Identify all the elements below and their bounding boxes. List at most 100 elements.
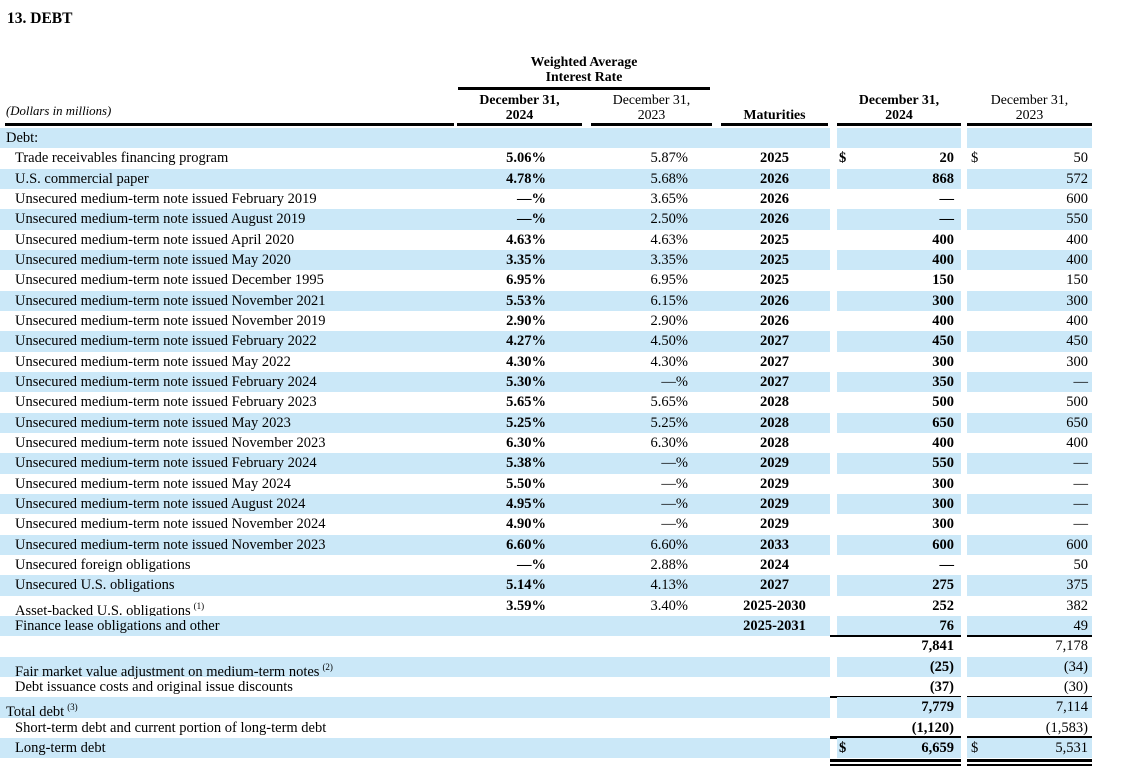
subtotal-rule-2023 bbox=[967, 736, 1092, 739]
amount-2023-cell: 382 bbox=[1066, 597, 1088, 614]
header-underline-rate-2023 bbox=[591, 123, 712, 126]
row-label-text: Long-term debt bbox=[15, 739, 106, 756]
amount-2024-cell: 76 bbox=[939, 617, 955, 634]
maturities-cell: 2027 bbox=[760, 353, 789, 370]
maturities-cell: 2026 bbox=[760, 312, 789, 329]
rate-2023-cell: 3.65% bbox=[650, 190, 688, 207]
rate-2023-cell: —% bbox=[661, 495, 688, 512]
rate-2023-cell: 5.25% bbox=[650, 414, 688, 431]
amount-2023-cell: 150 bbox=[1066, 272, 1088, 289]
table-row: Finance lease obligations and other 2025-… bbox=[0, 615, 1122, 638]
header-underline-rate-2024 bbox=[457, 123, 582, 126]
row-shade-band bbox=[837, 575, 961, 596]
row-label: Unsecured medium-term note issued Decemb… bbox=[0, 270, 324, 290]
amount-2023-cell: 49 bbox=[1073, 617, 1089, 634]
row-shade-band bbox=[967, 290, 1092, 311]
row-label: Debt issuance costs and original issue d… bbox=[0, 677, 293, 697]
maturities-cell: 2027 bbox=[760, 333, 789, 350]
rate-2024-cell: 2.90% bbox=[506, 312, 546, 329]
currency-symbol-2023: $ bbox=[971, 739, 979, 756]
row-shade-band bbox=[0, 575, 830, 596]
rate-2023-cell: 6.60% bbox=[650, 536, 688, 553]
row-label: Debt: bbox=[0, 128, 38, 148]
amount-2024-cell: 252 bbox=[932, 597, 954, 614]
amount-2023-cell: 7,178 bbox=[1055, 638, 1088, 655]
table-row: Unsecured medium-term note issued Novemb… bbox=[0, 534, 1122, 555]
row-label: Asset-backed U.S. obligations (1) bbox=[0, 596, 204, 619]
amount-2023-cell: 400 bbox=[1066, 312, 1088, 329]
row-shade-band bbox=[967, 737, 1092, 759]
row-shade-band bbox=[967, 412, 1092, 433]
table-row: Unsecured medium-term note issued August… bbox=[0, 209, 1122, 230]
amount-2024-cell: 20 bbox=[939, 150, 955, 167]
amount-2024-cell: 400 bbox=[932, 251, 954, 268]
rate-2024-cell: 6.30% bbox=[506, 434, 546, 451]
row-shade-band bbox=[0, 615, 830, 637]
subtotal-rule-2024 bbox=[830, 695, 961, 699]
table-row: Debt: bbox=[0, 128, 1122, 149]
maturities-cell: 2028 bbox=[760, 394, 789, 411]
column-header-line1: December 31, bbox=[990, 92, 1069, 107]
row-label: Unsecured medium-term note issued Februa… bbox=[0, 453, 317, 473]
column-header-rate-2024: December 31, 2024 bbox=[457, 92, 582, 122]
row-label-text: Unsecured medium-term note issued May 20… bbox=[15, 353, 291, 370]
amount-2024-cell: — bbox=[939, 556, 955, 573]
table-row: Unsecured medium-term note issued Februa… bbox=[0, 453, 1122, 474]
table-row: Unsecured medium-term note issued August… bbox=[0, 493, 1122, 515]
units-note: (Dollars in millions) bbox=[6, 104, 112, 118]
amount-2023-cell: — bbox=[1073, 516, 1089, 533]
row-label-text: Total debt bbox=[6, 704, 65, 721]
maturities-cell: 2028 bbox=[760, 414, 789, 431]
rate-2024-cell: 4.30% bbox=[506, 353, 546, 370]
section-title: 13. DEBT bbox=[7, 10, 73, 27]
row-shade-band bbox=[967, 371, 1092, 393]
row-shade-band bbox=[0, 412, 830, 433]
row-label-text: U.S. commercial paper bbox=[15, 170, 149, 187]
table-row: Asset-backed U.S. obligations (1) 3.59% 3.4… bbox=[0, 596, 1122, 619]
row-label: Unsecured U.S. obligations bbox=[0, 575, 174, 595]
row-shade-band bbox=[967, 697, 1092, 718]
total-double-rule-2024 bbox=[830, 759, 961, 762]
row-label: Unsecured medium-term note issued Februa… bbox=[0, 372, 317, 392]
maturities-cell: 2025 bbox=[760, 272, 789, 289]
row-shade-band bbox=[837, 412, 961, 433]
footnote-marker: (3) bbox=[67, 702, 78, 713]
rate-2024-cell: 4.78% bbox=[506, 170, 546, 187]
row-shade-band bbox=[837, 656, 961, 677]
amount-2024-cell: 450 bbox=[932, 333, 954, 350]
amount-2023-cell: 600 bbox=[1066, 536, 1088, 553]
table-row: Unsecured medium-term note issued Februa… bbox=[0, 189, 1122, 209]
maturities-cell: 2026 bbox=[760, 211, 789, 228]
row-shade-band bbox=[967, 209, 1092, 230]
rate-group-header-line2: Interest Rate bbox=[545, 69, 623, 84]
row-label-text: Asset-backed U.S. obligations bbox=[15, 602, 191, 619]
row-shade-band bbox=[967, 128, 1092, 149]
row-shade-band bbox=[0, 656, 830, 677]
header-underline-maturities bbox=[721, 123, 828, 126]
maturities-cell: 2026 bbox=[760, 292, 789, 309]
amount-2024-cell: (25) bbox=[929, 658, 954, 675]
row-label-text: Unsecured medium-term note issued Februa… bbox=[15, 394, 317, 411]
row-label: Unsecured medium-term note issued Novemb… bbox=[0, 433, 325, 453]
amount-2024-cell: (1,120) bbox=[911, 719, 954, 736]
amount-2024-cell: 550 bbox=[932, 455, 954, 472]
row-shade-band bbox=[837, 697, 961, 718]
row-label: Long-term debt bbox=[0, 738, 106, 758]
amount-2024-cell: 150 bbox=[932, 272, 954, 289]
row-label-text: Finance lease obligations and other bbox=[15, 617, 220, 634]
row-label: Unsecured medium-term note issued April … bbox=[0, 230, 294, 250]
maturities-cell: 2029 bbox=[760, 475, 789, 492]
row-label: Unsecured medium-term note issued May 20… bbox=[0, 413, 291, 433]
rate-2023-cell: 5.68% bbox=[650, 170, 688, 187]
rate-2024-cell: 5.53% bbox=[506, 292, 546, 309]
subtotal-rule-2023 bbox=[967, 695, 1092, 699]
column-header-rate-2023: December 31, 2023 bbox=[591, 92, 712, 122]
amount-2024-cell: 7,779 bbox=[921, 699, 954, 716]
amount-2023-cell: 5,531 bbox=[1055, 739, 1088, 756]
row-shade-band bbox=[837, 249, 961, 271]
rate-2023-cell: 4.63% bbox=[650, 231, 688, 248]
amount-2024-cell: (37) bbox=[929, 678, 954, 695]
amount-2024-cell: 300 bbox=[932, 292, 954, 309]
table-row: Unsecured U.S. obligations 5.14% 4.13% 2027… bbox=[0, 575, 1122, 596]
row-label-text: Unsecured medium-term note issued Februa… bbox=[15, 373, 317, 390]
